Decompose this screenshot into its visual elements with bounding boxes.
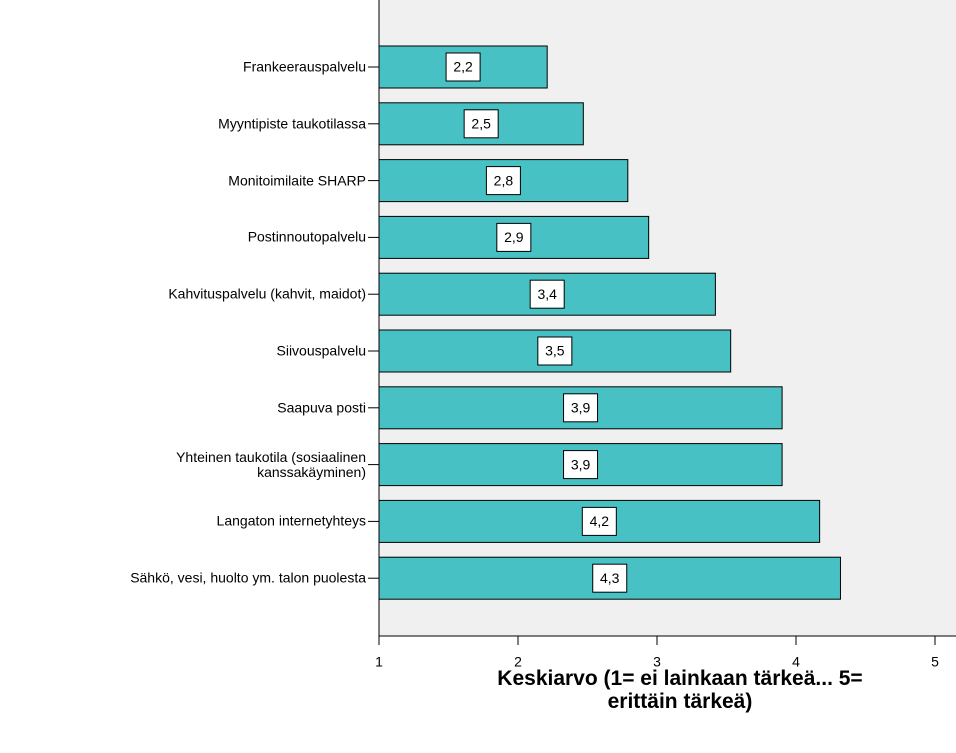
x-tick-label: 1 [375, 654, 383, 670]
value-label: 2,2 [453, 59, 473, 75]
value-label-box [537, 336, 573, 366]
value-label: 4,3 [600, 570, 620, 586]
x-axis-title: Keskiarvo (1= ei lainkaan tärkeä... 5= e… [497, 667, 863, 713]
y-tick-label: Monitoimilaite SHARP [228, 172, 366, 189]
y-tick-label: Saapuva posti [277, 399, 366, 416]
y-tick-label: Myyntipiste taukotilassa [218, 115, 366, 132]
x-tick-label: 2 [514, 654, 522, 670]
value-label-box [529, 279, 565, 309]
x-tick-label: 4 [792, 654, 800, 670]
y-tick-label: Siivouspalvelu [276, 342, 367, 359]
value-label-box [445, 52, 481, 82]
value-label-box [563, 450, 599, 480]
value-label-box [463, 109, 499, 139]
y-tick-label: Yhteinen taukotila (sosiaalinen kanssakä… [176, 448, 366, 480]
y-tick-label: Postinnoutopalvelu [247, 228, 366, 245]
value-label: 3,4 [537, 286, 557, 302]
value-label-box [496, 222, 532, 252]
y-tick-label: Kahvituspalvelu (kahvit, maidot) [168, 285, 366, 302]
value-label: 4,2 [590, 513, 610, 529]
value-label: 3,5 [545, 343, 565, 359]
value-label-box [581, 506, 617, 536]
value-label: 2,5 [471, 116, 491, 132]
value-label: 3,9 [571, 400, 591, 416]
value-label-box [485, 166, 521, 196]
value-label: 2,8 [494, 172, 514, 188]
value-label: 3,9 [571, 456, 591, 472]
y-tick-label: Frankeerauspalvelu [243, 58, 366, 75]
value-label-box [563, 393, 599, 423]
value-label: 2,9 [504, 229, 524, 245]
x-tick-label: 3 [653, 654, 661, 670]
x-tick-label: 5 [931, 654, 939, 670]
y-tick-label: Sähkö, vesi, huolto ym. talon puolesta [130, 569, 366, 586]
value-label-box [592, 563, 628, 593]
y-tick-label: Langaton internetyhteys [216, 512, 366, 529]
